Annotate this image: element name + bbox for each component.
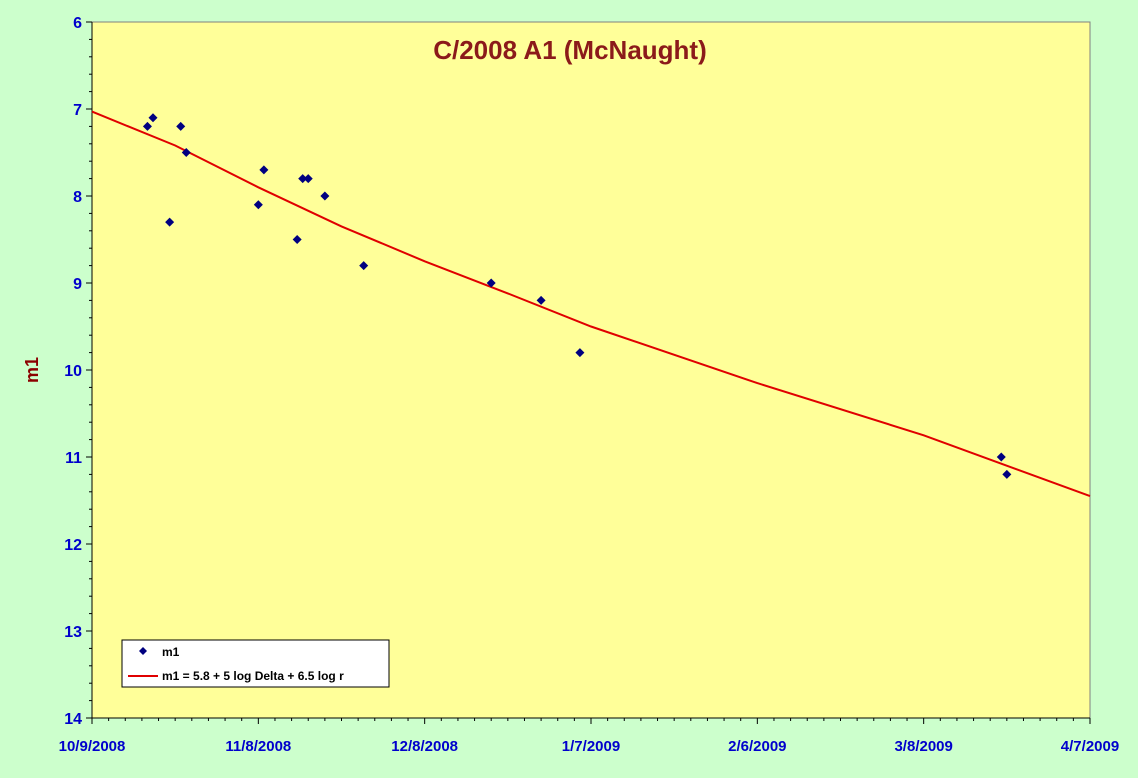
axes: 6 7 8 9 10 11 12 13 14 10/9/2008 11/8/2008 12/8/200… (59, 15, 1120, 755)
x-tick-label: 12/8/2008 (391, 738, 458, 755)
data-point (575, 348, 585, 358)
data-point (292, 235, 302, 244)
y-tick-label: 10 (64, 363, 82, 380)
points-layer (142, 113, 1012, 479)
fit-line (91, 110, 1091, 498)
data-point (359, 261, 369, 271)
data-point (181, 148, 191, 157)
data-point (1002, 469, 1012, 479)
y-tick-label: 13 (64, 624, 82, 641)
x-tick-label: 3/8/2009 (894, 738, 952, 755)
legend-box (121, 639, 390, 688)
data-point (259, 165, 269, 175)
legend-label-fit: m1 = 5.8 + 5 log Delta + 6.5 log r (162, 669, 344, 683)
data-point (176, 121, 186, 131)
y-tick-label: 7 (73, 102, 82, 119)
legend: m1 m1 = 5.8 + 5 log Delta + 6.5 log r (121, 639, 390, 688)
fit-line-layer (91, 110, 1091, 498)
data-point (148, 113, 158, 123)
y-tick-label: 9 (73, 276, 82, 293)
y-tick-label: 8 (73, 189, 82, 206)
data-point (486, 278, 496, 288)
y-axis-title: m1 (22, 357, 42, 383)
data-point (536, 295, 546, 305)
chart-title: C/2008 A1 (McNaught) (433, 35, 707, 65)
y-tick-label: 14 (64, 711, 82, 728)
legend-label-m1: m1 (162, 645, 180, 659)
data-point (142, 121, 152, 131)
y-tick-label: 11 (65, 450, 82, 467)
legend-marker-icon (139, 647, 147, 655)
y-tick-label: 6 (73, 15, 82, 32)
data-point (303, 174, 313, 184)
x-tick-label: 4/7/2009 (1061, 738, 1119, 755)
data-point (253, 200, 263, 210)
x-tick-label: 10/9/2008 (59, 738, 126, 755)
x-tick-label: 2/6/2009 (728, 738, 786, 755)
x-tick-label: 11/8/2008 (225, 738, 291, 755)
plot-area (91, 21, 1091, 719)
data-point (298, 174, 308, 184)
data-point (996, 452, 1006, 462)
data-point (165, 217, 175, 227)
y-tick-label: 12 (64, 537, 82, 554)
x-tick-label: 1/7/2009 (562, 738, 620, 755)
data-point (320, 191, 330, 201)
